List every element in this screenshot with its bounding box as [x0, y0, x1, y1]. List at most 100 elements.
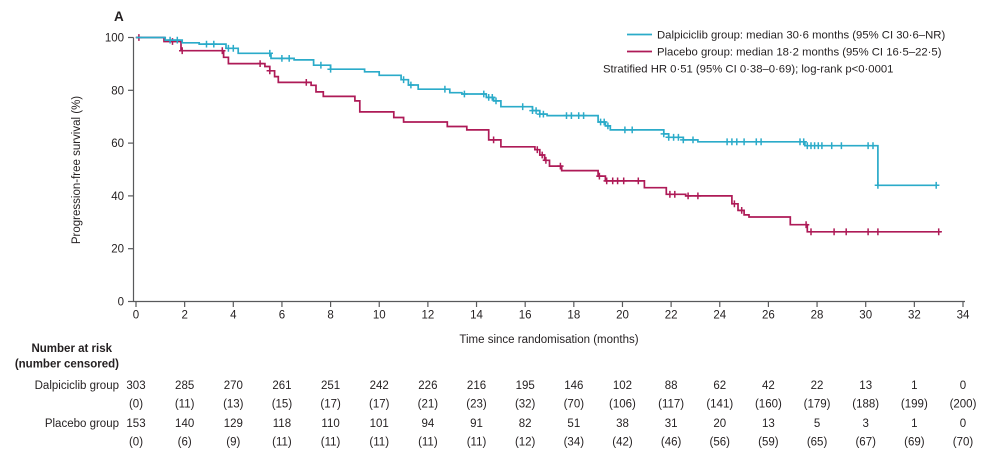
- censor-mark: [660, 130, 667, 138]
- censor-mark: [266, 67, 273, 75]
- censored-value: (59): [758, 437, 779, 449]
- censor-mark: [601, 118, 608, 126]
- censored-value: (106): [609, 399, 636, 411]
- x-tick-label: 22: [665, 310, 678, 322]
- risk-value: 153: [126, 418, 145, 430]
- risk-value: 303: [126, 380, 145, 392]
- censor-mark: [838, 142, 845, 150]
- y-axis-title: Progression-free survival (%): [71, 96, 83, 244]
- censor-mark: [480, 90, 487, 98]
- censor-mark: [620, 177, 627, 185]
- censored-value: (200): [950, 399, 977, 411]
- risk-value: 13: [859, 380, 872, 392]
- censor-mark: [278, 55, 286, 62]
- censored-value: (11): [175, 399, 195, 411]
- censored-value: (0): [129, 399, 143, 411]
- censor-mark: [179, 47, 186, 55]
- censored-value: (11): [321, 437, 341, 449]
- censored-value: (141): [706, 399, 733, 411]
- censor-mark: [629, 126, 636, 134]
- censor-mark: [327, 65, 334, 73]
- risk-row-label-placebo: Placebo group: [45, 418, 119, 430]
- risk-value: 51: [567, 418, 580, 430]
- censor-mark: [874, 228, 882, 236]
- censored-value: (11): [369, 437, 389, 449]
- censor-mark: [635, 177, 642, 185]
- censor-mark: [441, 85, 449, 93]
- censored-value: (179): [804, 399, 831, 411]
- x-axis-title: Time since randomisation (months): [459, 334, 638, 346]
- censor-mark: [568, 112, 575, 119]
- censored-value: (9): [226, 437, 240, 449]
- censored-value: (17): [320, 399, 341, 411]
- censored-value: (12): [515, 437, 536, 449]
- censor-mark: [461, 90, 468, 98]
- censored-value: (0): [129, 437, 143, 449]
- censor-mark: [489, 94, 496, 101]
- x-tick-label: 4: [230, 310, 237, 322]
- censor-mark: [174, 36, 181, 44]
- censored-value: (6): [178, 437, 192, 449]
- risk-value: 13: [762, 418, 775, 430]
- censor-mark: [621, 126, 629, 134]
- risk-value: 82: [519, 418, 532, 430]
- risk-row-label-dalpiciclib: Dalpiciclib group: [35, 380, 119, 392]
- censor-mark: [580, 112, 587, 119]
- risk-table-header-2: (number censored): [15, 359, 119, 371]
- x-tick-label: 24: [713, 310, 726, 322]
- x-tick-label: 12: [421, 310, 434, 322]
- censor-mark: [492, 97, 500, 105]
- censor-mark: [731, 200, 738, 208]
- x-tick-label: 0: [133, 310, 139, 322]
- risk-value: 226: [418, 380, 437, 392]
- x-tick-label: 18: [567, 310, 580, 322]
- risk-value: 5: [814, 418, 820, 430]
- y-tick-label: 100: [105, 33, 124, 45]
- y-tick-label: 40: [111, 191, 124, 203]
- x-tick-label: 28: [811, 310, 824, 322]
- censored-value: (69): [904, 437, 925, 449]
- x-tick-label: 8: [327, 310, 333, 322]
- risk-value: 101: [370, 418, 389, 430]
- censor-mark: [266, 49, 273, 57]
- y-tick-label: 0: [118, 297, 124, 309]
- risk-value: 42: [762, 380, 775, 392]
- censor-mark: [689, 136, 697, 144]
- censored-value: (34): [564, 437, 585, 449]
- censor-mark: [869, 142, 877, 150]
- censor-mark: [671, 190, 678, 198]
- risk-value: 261: [272, 380, 291, 392]
- x-tick-label: 30: [859, 310, 872, 322]
- censored-value: (42): [612, 437, 633, 449]
- censored-value: (32): [515, 399, 536, 411]
- censor-mark: [490, 136, 497, 144]
- censor-mark: [210, 40, 217, 48]
- risk-value: 110: [321, 418, 339, 430]
- dalpiciclib-legend-label: Dalpiciclib group: median 30·6 months (9…: [657, 30, 945, 42]
- risk-value: 91: [470, 418, 483, 430]
- risk-value: 146: [564, 380, 583, 392]
- censored-value: (70): [953, 437, 974, 449]
- censor-mark: [874, 181, 882, 189]
- censored-value: (15): [272, 399, 293, 411]
- censored-value: (56): [710, 437, 731, 449]
- risk-value: 270: [224, 380, 243, 392]
- risk-value: 251: [321, 380, 340, 392]
- risk-value: 216: [467, 380, 486, 392]
- x-tick-label: 2: [181, 310, 187, 322]
- censor-mark: [219, 47, 226, 55]
- censored-value: (70): [564, 399, 585, 411]
- censor-mark: [807, 228, 815, 236]
- risk-value: 1: [911, 418, 917, 430]
- censored-value: (117): [658, 399, 684, 411]
- censored-value: (21): [418, 399, 439, 411]
- censor-mark: [740, 138, 748, 146]
- censored-value: (11): [418, 437, 438, 449]
- censor-mark: [802, 221, 810, 229]
- x-tick-label: 32: [908, 310, 921, 322]
- risk-value: 1: [911, 380, 917, 392]
- censor-mark: [303, 79, 310, 86]
- censor-mark: [203, 40, 210, 48]
- censored-value: (67): [855, 437, 876, 449]
